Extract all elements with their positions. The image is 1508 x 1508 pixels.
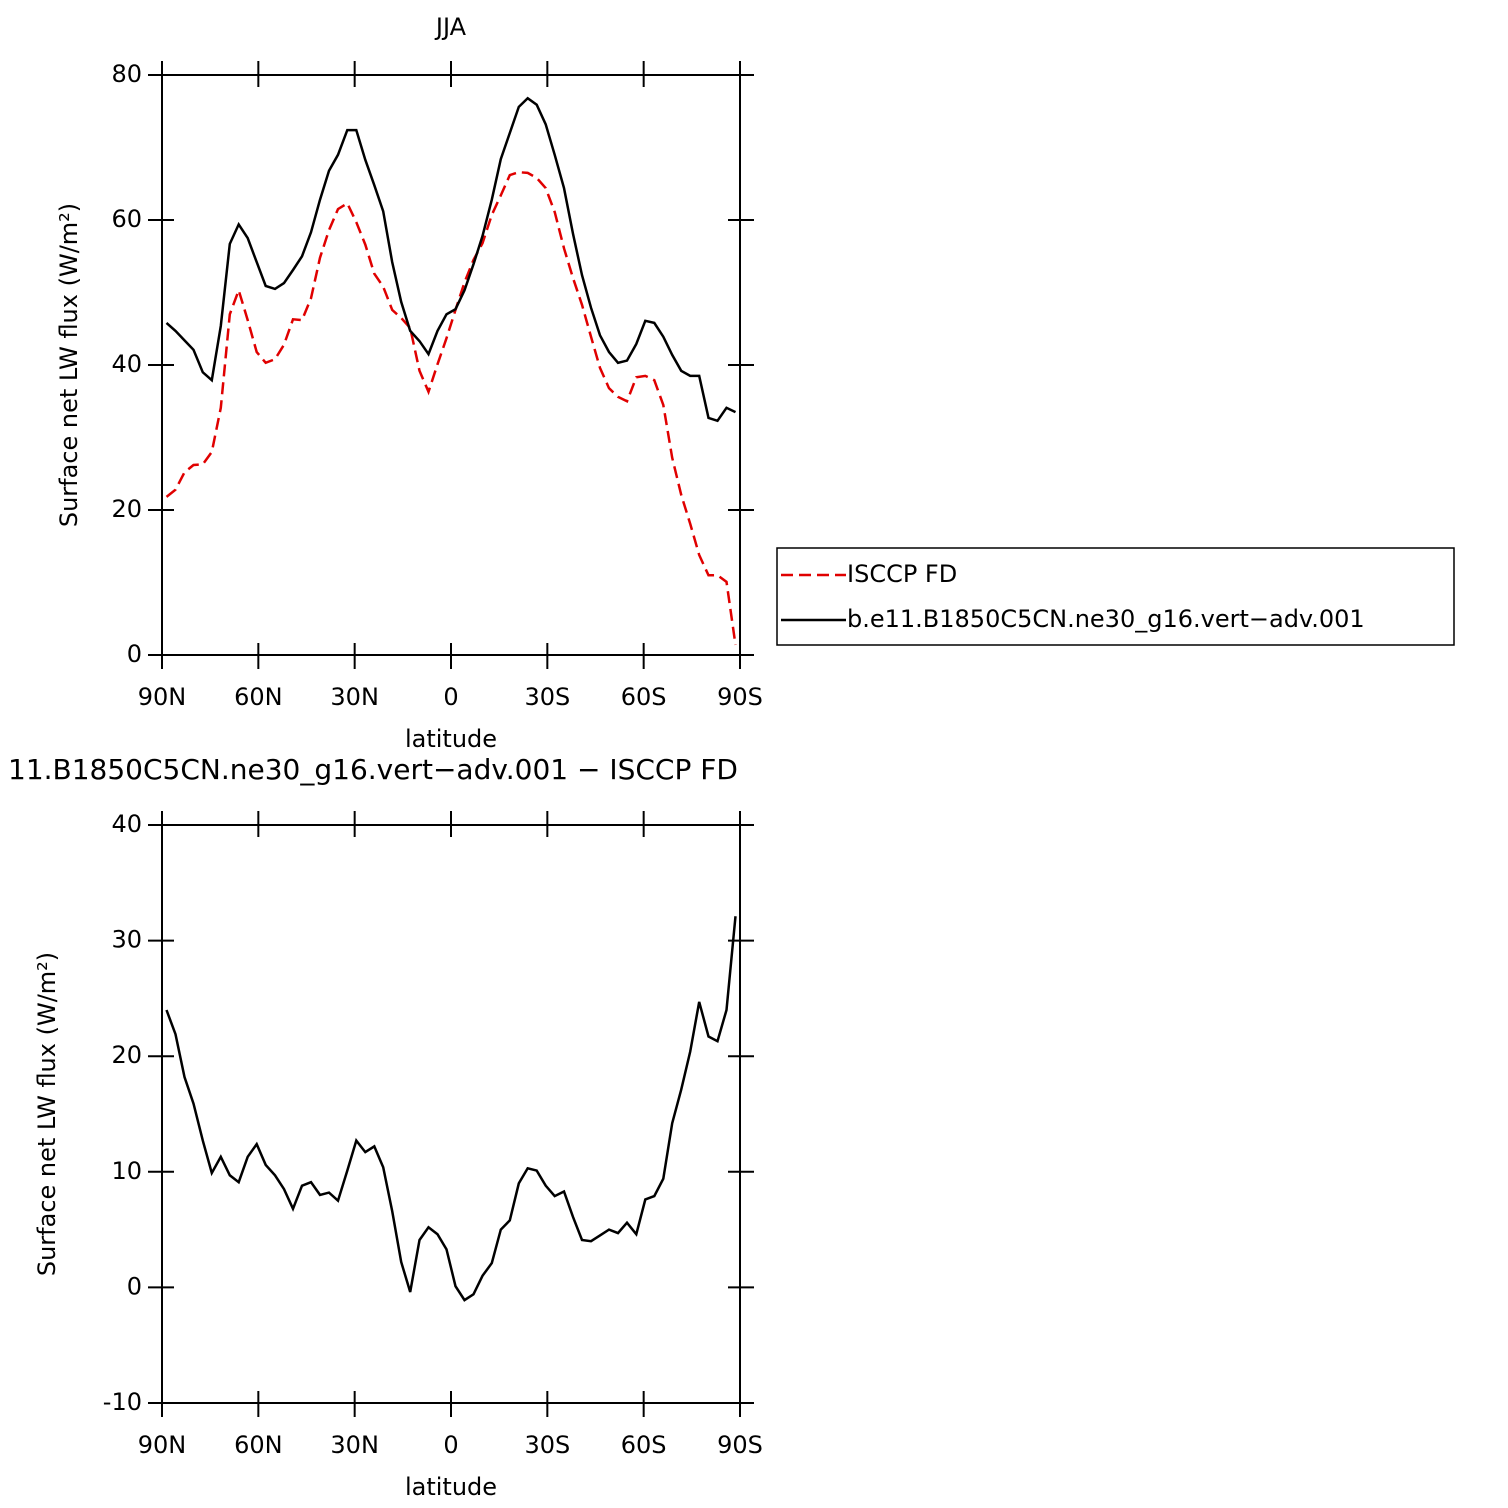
y-tick-label: 10: [111, 1157, 142, 1185]
y-tick-label: 0: [127, 640, 142, 668]
x-tick-label: 90N: [138, 1431, 187, 1459]
x-tick-label: 0: [443, 683, 458, 711]
y-tick-label: 20: [111, 1041, 142, 1069]
x-axis-label: latitude: [405, 725, 497, 753]
data-line: [165, 170, 737, 646]
data-line: [165, 916, 737, 1302]
y-tick-label: 40: [111, 810, 142, 838]
x-axis-label: latitude: [405, 1473, 497, 1501]
y-tick-label: 80: [111, 60, 142, 88]
y-tick-label: 60: [111, 205, 142, 233]
x-tick-label: 30N: [330, 1431, 379, 1459]
y-tick-label: 30: [111, 926, 142, 954]
y-tick-label: 40: [111, 350, 142, 378]
y-tick-label: 20: [111, 495, 142, 523]
chart-title: 11.B1850C5CN.ne30_g16.vert−adv.001 − ISC…: [8, 753, 738, 786]
legend-box: [776, 547, 1455, 646]
y-axis-label: Surface net LW flux (W/m²): [55, 203, 83, 527]
x-tick-label: 90S: [717, 683, 763, 711]
x-tick-label: 60S: [621, 683, 667, 711]
x-tick-label: 30N: [330, 683, 379, 711]
x-tick-label: 0: [443, 1431, 458, 1459]
x-tick-label: 30S: [524, 683, 570, 711]
x-tick-label: 90S: [717, 1431, 763, 1459]
x-tick-label: 90N: [138, 683, 187, 711]
plot-frame: [161, 824, 741, 1404]
chart-title: JJA: [434, 13, 467, 41]
legend-label: b.e11.B1850C5CN.ne30_g16.vert−adv.001: [847, 605, 1365, 633]
data-line: [165, 96, 737, 423]
y-axis-label: Surface net LW flux (W/m²): [33, 952, 61, 1276]
x-tick-label: 60N: [234, 683, 283, 711]
y-tick-label: -10: [103, 1388, 142, 1416]
x-tick-label: 60N: [234, 1431, 283, 1459]
x-tick-label: 60S: [621, 1431, 667, 1459]
y-tick-label: 0: [127, 1272, 142, 1300]
x-tick-label: 30S: [524, 1431, 570, 1459]
plot-frame: [161, 74, 741, 656]
legend-label: ISCCP FD: [847, 560, 957, 588]
